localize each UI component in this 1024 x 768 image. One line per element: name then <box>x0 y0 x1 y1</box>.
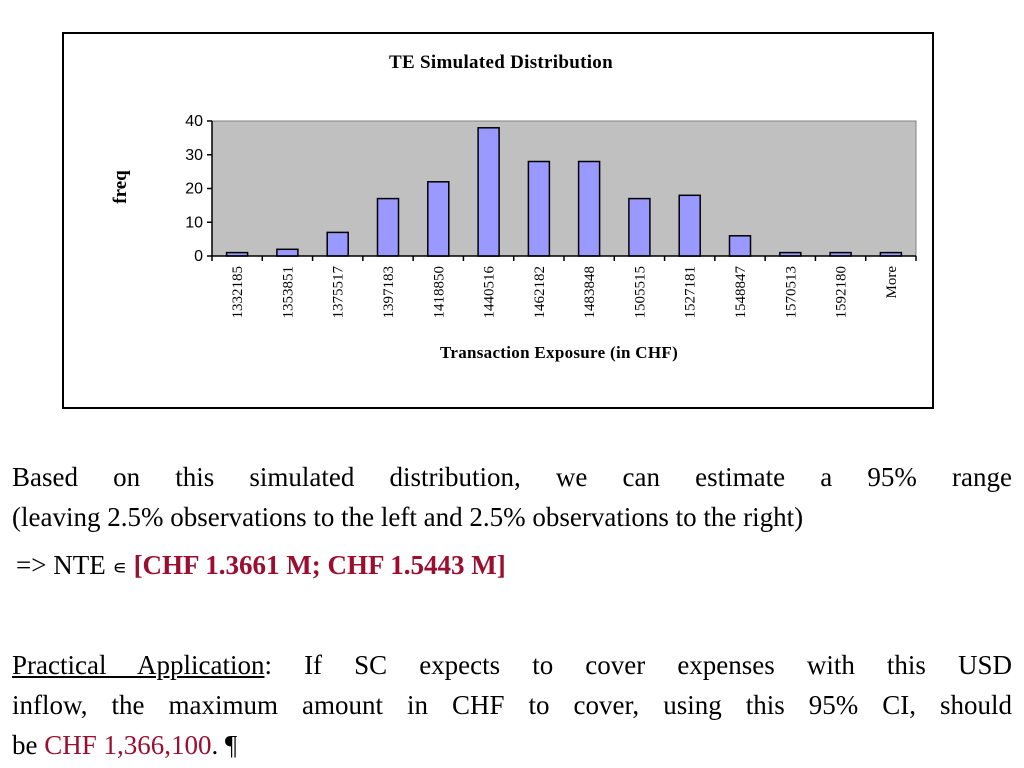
x-tick-label-1418850: 1418850 <box>431 266 447 319</box>
bar-1440516 <box>477 127 500 257</box>
practical-text-end: . ¶ <box>211 730 238 760</box>
x-tick-label-1375517: 1375517 <box>331 266 347 319</box>
x-tick-label-1397183: 1397183 <box>381 266 397 319</box>
bar-1548847 <box>728 235 752 257</box>
x-tick-label-1332185: 1332185 <box>230 266 246 319</box>
practical-application-label: Practical Application <box>12 650 265 680</box>
estimate-paragraph-line2: (leaving 2.5% observations to the left a… <box>12 497 1012 537</box>
x-axis-label: Transaction Exposure (in CHF) <box>440 343 678 362</box>
x-tick-label-1527181: 1527181 <box>683 266 699 319</box>
y-tick-label-0: 0 <box>194 248 203 265</box>
practical-paragraph-line2: inflow, the maximum amount in CHF to cov… <box>12 685 1012 725</box>
histogram-chart: TE Simulated Distribution 0 10 20 30 40 1332… <box>110 52 917 362</box>
x-tick-label-1570513: 1570513 <box>783 266 799 319</box>
x-tick-label-1440516: 1440516 <box>482 266 498 319</box>
practical-paragraph-line1: Practical Application: If SC expects to … <box>12 645 1012 685</box>
bar-1483848 <box>577 160 601 257</box>
y-tick-label-30: 30 <box>185 147 203 164</box>
estimate-paragraph-line1: Based on this simulated distribution, we… <box>12 457 1012 497</box>
chart-frame: TE Simulated Distribution 0 10 20 30 40 1332… <box>62 32 934 409</box>
practical-paragraph-line3: be CHF 1,366,100. ¶ <box>12 725 1012 765</box>
chart-title: TE Simulated Distribution <box>389 52 613 73</box>
x-tick-label-More: More <box>884 266 900 299</box>
bar-1418850 <box>427 181 450 257</box>
bar-1527181 <box>678 194 701 257</box>
bars-group <box>225 127 903 257</box>
bar-1505515 <box>628 197 651 257</box>
result-line: => NTE ∊ [CHF 1.3661 M; CHF 1.5443 M] <box>16 545 1016 588</box>
x-tick-label-1548847: 1548847 <box>733 266 749 319</box>
y-ticks-group: 0 10 20 30 40 <box>185 113 212 265</box>
y-axis-label: freq <box>110 170 131 204</box>
practical-amount: CHF 1,366,100 <box>44 730 212 760</box>
practical-text-line2: inflow, the maximum amount in CHF to cov… <box>12 690 1012 720</box>
plot-area <box>211 120 917 257</box>
x-tick-label-1505515: 1505515 <box>632 266 648 319</box>
element-of-symbol: ∊ <box>112 557 127 579</box>
x-tick-label-1483848: 1483848 <box>582 266 598 319</box>
x-tick-label-1353851: 1353851 <box>280 266 296 319</box>
x-tick-label-1462182: 1462182 <box>532 266 548 319</box>
estimate-text-line2: (leaving 2.5% observations to the left a… <box>12 502 804 532</box>
bar-1462182 <box>527 160 551 257</box>
y-tick-label-20: 20 <box>185 181 203 198</box>
result-prefix: => NTE <box>16 550 106 580</box>
y-tick-label-10: 10 <box>185 214 203 231</box>
bar-1397183 <box>376 197 400 257</box>
bar-1375517 <box>326 231 349 257</box>
estimate-text-line1: Based on this simulated distribution, we… <box>12 462 1012 492</box>
practical-text-line1: : If SC expects to cover expenses with t… <box>264 650 1013 680</box>
bar-1353851 <box>276 248 299 257</box>
x-ticks-group: 1332185 1353851 1375517 1397183 1418850 14405… <box>211 256 917 319</box>
practical-text-line3-prefix: be <box>12 730 38 760</box>
x-tick-label-1592180: 1592180 <box>834 266 850 319</box>
result-range: [CHF 1.3661 M; CHF 1.5443 M] <box>133 550 506 580</box>
y-tick-label-40: 40 <box>185 113 203 130</box>
